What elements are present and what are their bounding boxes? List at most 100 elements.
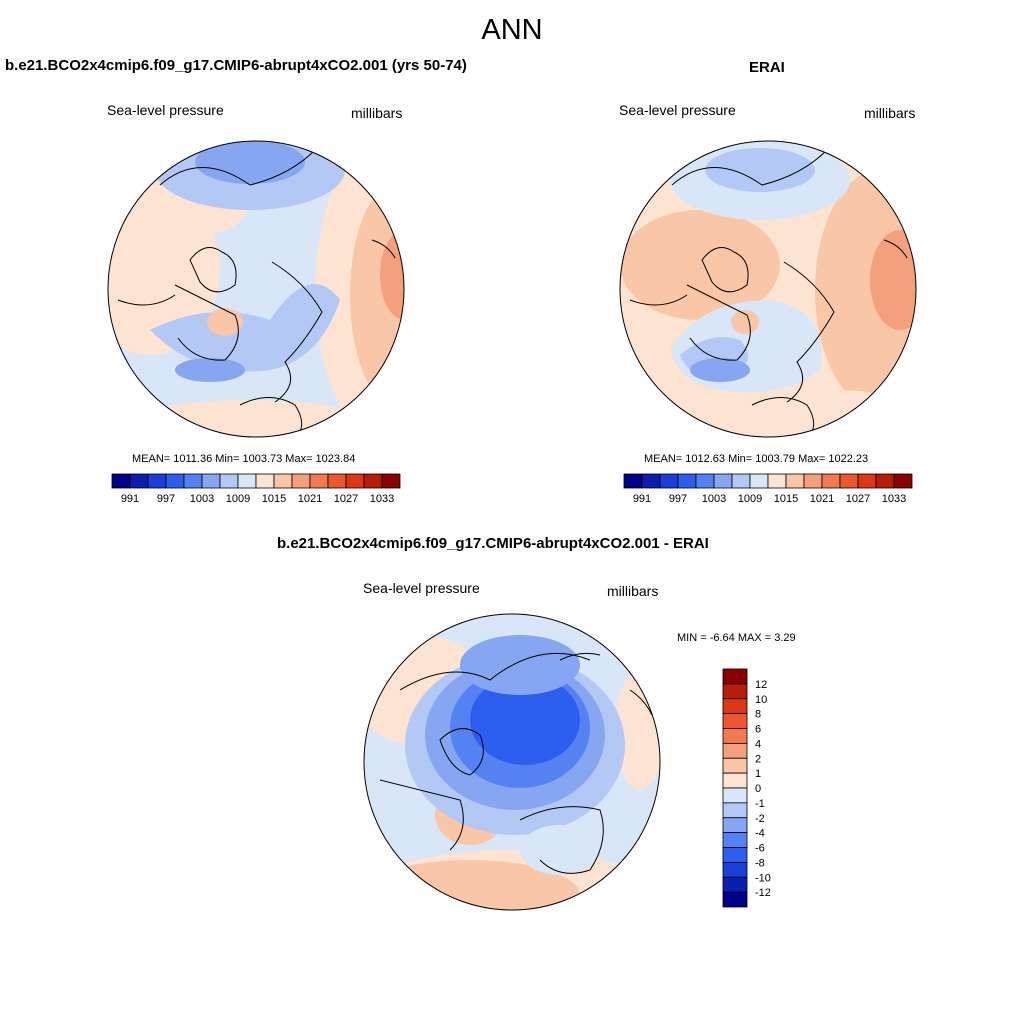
panel1-title: b.e21.BCO2x4cmip6.f09_g17.CMIP6-abrupt4x… [5, 57, 467, 74]
panel2-colorbar-swatch [875, 473, 895, 489]
panel1-colorbar-swatch [201, 473, 221, 489]
panel1-colorbar-swatch [165, 473, 185, 489]
panel2-colorbar-swatch [785, 473, 805, 489]
panel1-colorbar: 991 997 1003 1009 1015 1021 1027 1033 [111, 473, 401, 505]
panel3-colorbar-swatch [722, 757, 748, 774]
panel3-colorbar-tick-label: -4 [755, 828, 765, 840]
panel2-colorbar-swatch [677, 473, 697, 489]
panel1-colorbar-swatch [219, 473, 239, 489]
panel1-units-label: millibars [351, 105, 403, 121]
panel3-colorbar-swatch [722, 728, 748, 744]
panel2-colorbar-swatch [713, 473, 733, 489]
panel1-colorbar-swatch [129, 473, 149, 489]
figure-title: ANN [481, 14, 543, 46]
panel2-colorbar-swatch [857, 473, 877, 489]
panel3-colorbar-tick-label: 12 [755, 679, 767, 691]
panel3-colorbar-swatch [722, 876, 748, 893]
map3-polar-plot [363, 613, 661, 911]
panel3-title: b.e21.BCO2x4cmip6.f09_g17.CMIP6-abrupt4x… [277, 535, 709, 552]
panel1-colorbar-swatch [363, 473, 383, 489]
panel2-colorbar-swatch [767, 473, 787, 489]
panel1-colorbar-tick-label: 1027 [334, 493, 358, 505]
panel3-colorbar-tick-label: 4 [755, 738, 761, 750]
panel1-colorbar-swatch [327, 473, 347, 489]
panel3-colorbar-tick-label: 2 [755, 753, 761, 765]
panel3-colorbar-tick-label: -2 [755, 813, 765, 825]
panel2-colorbar-tick-label: 1015 [774, 493, 798, 505]
panel2-colorbar-swatch [641, 473, 661, 489]
panel3-colorbar-tick-label: 1 [755, 768, 761, 780]
panel3-colorbar-swatch [722, 787, 748, 804]
panel3-colorbar-tick-label: 8 [755, 709, 761, 721]
panel2-colorbar-swatch [623, 473, 643, 489]
panel2-colorbar-tick-label: 1027 [846, 493, 870, 505]
panel2-colorbar-tick-label: 1003 [702, 493, 726, 505]
panel2-colorbar-tick-label: 1021 [810, 493, 834, 505]
panel3-stats: MIN = -6.64 MAX = 3.29 [677, 632, 796, 644]
panel3-colorbar-tick-label: -8 [755, 857, 765, 869]
panel2-title: ERAI [749, 59, 785, 76]
panel3-colorbar-swatch [722, 713, 748, 729]
panel2-colorbar-swatch [695, 473, 715, 489]
panel3-colorbar-swatch [722, 683, 748, 700]
map2-polar-plot [619, 140, 917, 438]
panel2-colorbar-swatch [803, 473, 823, 489]
panel3-colorbar-swatch [722, 847, 748, 863]
map1-coastlines [117, 149, 396, 433]
panel3-colorbar-tick-label: -1 [755, 798, 765, 810]
panel3-colorbar-swatch [722, 772, 748, 789]
panel2-colorbar-swatch [821, 473, 841, 489]
panel1-colorbar-tick-label: 1009 [226, 493, 250, 505]
panel3-colorbar-tick-label: -12 [755, 887, 771, 899]
panel1-colorbar-tick-label: 1033 [370, 493, 394, 505]
panel1-colorbar-swatch [345, 473, 365, 489]
panel3-colorbar-swatch [722, 861, 748, 878]
panel1-colorbar-swatch [255, 473, 275, 489]
panel1-colorbar-tick-label: 1015 [262, 493, 286, 505]
panel1-colorbar-tick-label: 1021 [298, 493, 322, 505]
map1-polar-plot [107, 140, 405, 438]
panel2-stats: MEAN= 1012.63 Min= 1003.79 Max= 1022.23 [644, 453, 869, 465]
panel1-colorbar-swatch [381, 473, 401, 489]
panel1-colorbar-swatch [111, 473, 131, 489]
panel3-colorbar-swatch [722, 668, 748, 685]
panel2-colorbar-tick-label: 997 [669, 493, 687, 505]
panel1-colorbar-swatch [273, 473, 293, 489]
panel3-colorbar-tick-label: 10 [755, 694, 767, 706]
panel1-colorbar-swatch [237, 473, 257, 489]
panel3-colorbar-swatch [722, 817, 748, 834]
panel1-colorbar-tick-label: 991 [121, 493, 139, 505]
panel3-colorbar-tick-label: -6 [755, 843, 765, 855]
panel2-units-label: millibars [864, 105, 916, 121]
panel1-colorbar-swatch [291, 473, 311, 489]
panel3-colorbar-swatch [722, 891, 748, 908]
panel1-variable-label: Sea-level pressure [107, 102, 224, 118]
panel1-stats: MEAN= 1011.36 Min= 1003.73 Max= 1023.84 [132, 453, 356, 465]
panel3-colorbar-swatch [722, 698, 748, 715]
panel3-colorbar-tick-label: 6 [755, 724, 761, 736]
panel3-colorbar-tick-label: 0 [755, 783, 761, 795]
panel2-colorbar-swatch [731, 473, 751, 489]
panel2-variable-label: Sea-level pressure [619, 102, 736, 118]
panel2-colorbar-tick-label: 1009 [738, 493, 762, 505]
panel1-colorbar-tick-label: 1003 [190, 493, 214, 505]
panel1-colorbar-swatch [183, 473, 203, 489]
panel2-colorbar-swatch [659, 473, 679, 489]
panel1-colorbar-swatch [147, 473, 167, 489]
panel2-colorbar-tick-label: 1033 [882, 493, 906, 505]
panel2-colorbar-swatch [839, 473, 859, 489]
map3-coastlines [379, 652, 653, 874]
panel3-colorbar-swatch [722, 802, 748, 819]
panel2-colorbar-swatch [749, 473, 769, 489]
map2-coastlines [629, 149, 908, 433]
panel2-colorbar-tick-label: 991 [633, 493, 651, 505]
panel3-colorbar-swatch [722, 742, 748, 759]
panel1-colorbar-tick-label: 997 [157, 493, 175, 505]
panel3-colorbar-tick-label: -10 [755, 872, 771, 884]
panel3-variable-label: Sea-level pressure [363, 580, 480, 596]
panel3-colorbar-swatch [722, 832, 748, 848]
panel3-units-label: millibars [607, 583, 659, 599]
panel2-colorbar: 991 997 1003 1009 1015 1021 1027 1033 [623, 473, 913, 505]
panel1-colorbar-swatch [309, 473, 329, 489]
